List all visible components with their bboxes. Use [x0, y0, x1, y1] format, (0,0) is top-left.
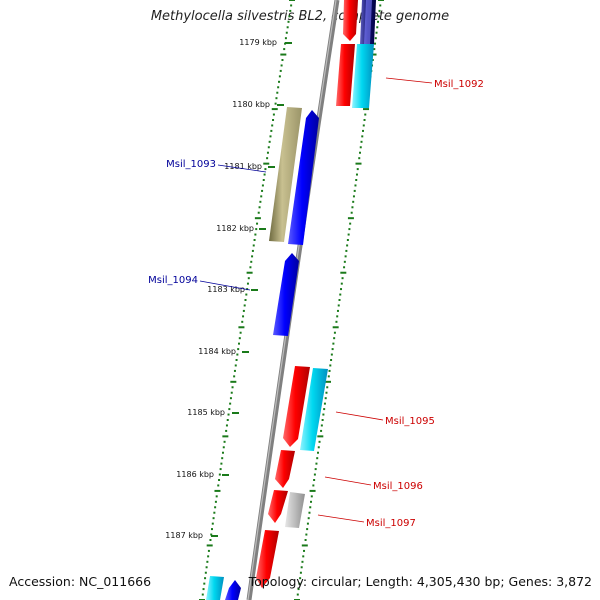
topology-text: Topology: circular; Length: 4,305,430 bp… — [248, 574, 592, 589]
tick-label-1185: 1185 kbp — [187, 408, 225, 417]
gene-label-msil-1097[interactable]: Msil_1097 — [366, 518, 416, 529]
tick-label-1183: 1183 kbp — [207, 285, 245, 294]
tick-label-1184: 1184 kbp — [198, 347, 236, 356]
outer-tick-track — [294, 0, 384, 600]
gene-feature — [256, 530, 279, 588]
tick-label-1186: 1186 kbp — [176, 470, 214, 479]
reverse-strand-features — [206, 107, 319, 600]
gene-feature-msil-1092-red — [336, 44, 355, 106]
scale-ticks: 1179 kbp 1180 kbp 1181 kbp 1182 kbp 1183… — [165, 38, 292, 540]
gene-feature — [225, 580, 241, 600]
gene-feature-msil-1092 — [352, 44, 374, 108]
gene-label-msil-1094[interactable]: Msil_1094 — [148, 275, 198, 286]
gene-feature-msil-1093-olive — [269, 107, 302, 242]
gene-label-msil-1092[interactable]: Msil_1092 — [434, 79, 484, 90]
gene-feature-msil-1097-red — [268, 490, 288, 523]
gene-feature — [364, 0, 372, 44]
gene-feature-msil-1097 — [285, 492, 305, 528]
tick-label-1187: 1187 kbp — [165, 531, 203, 540]
gene-feature-msil-1094 — [273, 253, 299, 336]
gene-feature-msil-1096 — [275, 450, 295, 488]
gene-feature-msil-1093 — [288, 110, 319, 245]
accession-text: Accession: NC_011666 — [9, 574, 152, 589]
tick-label-1180: 1180 kbp — [232, 100, 270, 109]
gene-label-msil-1093[interactable]: Msil_1093 — [166, 159, 216, 170]
gene-label-msil-1095[interactable]: Msil_1095 — [385, 416, 435, 427]
gene-feature — [343, 0, 358, 41]
tick-label-1182: 1182 kbp — [216, 224, 254, 233]
gene-feature — [206, 576, 224, 600]
forward-strand-features — [256, 0, 376, 588]
gene-label-msil-1096[interactable]: Msil_1096 — [373, 481, 423, 492]
tick-label-1179: 1179 kbp — [239, 38, 277, 47]
tick-label-1181: 1181 kbp — [224, 162, 262, 171]
label-leaders — [199, 77, 433, 523]
inner-tick-track — [199, 0, 295, 600]
gene-feature-msil-1095 — [300, 368, 328, 451]
gene-labels: Msil_1092 Msil_1093 Msil_1094 Msil_1095 … — [148, 79, 484, 529]
gene-feature-msil-1095-red — [283, 366, 310, 447]
